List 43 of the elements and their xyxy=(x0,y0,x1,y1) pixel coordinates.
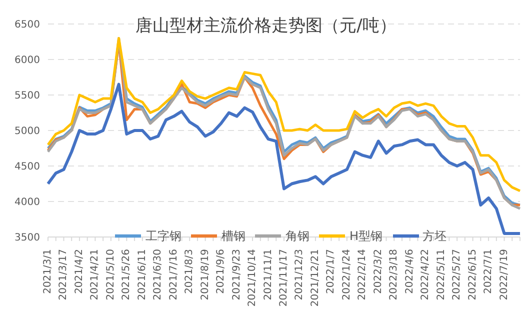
x-tick-label: 2022/3/18 xyxy=(388,249,400,300)
x-tick-label: 2021/11/1 xyxy=(262,249,274,300)
x-tick-label: 2021/5/26 xyxy=(121,249,132,300)
x-tick-label: 2022/4/22 xyxy=(420,249,432,300)
legend-label: 工字钢 xyxy=(145,229,182,244)
x-tick-label: 2021/3/17 xyxy=(58,249,70,300)
legend-label: 角钢 xyxy=(285,229,310,244)
legend-label: 方坯 xyxy=(422,229,447,244)
x-tick-label: 2022/7/19 xyxy=(498,249,510,300)
x-tick-label: 2021/8/3 xyxy=(184,249,196,294)
x-tick-label: 2021/3/1 xyxy=(42,249,54,294)
x-tick-label: 2021/8/19 xyxy=(200,249,211,300)
x-tick-label: 2021/5/10 xyxy=(105,249,116,300)
x-tick-label: 2021/9/6 xyxy=(216,249,227,294)
x-tick-label: 2022/2/14 xyxy=(357,249,368,300)
x-tick-label: 2022/4/6 xyxy=(404,249,416,294)
legend-label: 槽钢 xyxy=(221,229,246,244)
x-tick-label: 2022/5/27 xyxy=(452,249,463,300)
x-tick-label: 2021/12/3 xyxy=(294,249,306,300)
x-tick-label: 2021/12/21 xyxy=(310,249,321,307)
y-tick-label: 3500 xyxy=(14,232,40,244)
y-tick-label: 6500 xyxy=(14,20,40,31)
x-tick-label: 2022/1/7 xyxy=(326,249,337,294)
y-tick-label: 4500 xyxy=(14,162,40,173)
x-tick-label: 2021/6/30 xyxy=(152,249,164,300)
x-tick-label: 2021/6/11 xyxy=(136,249,148,300)
x-tick-label: 2021/4/21 xyxy=(90,249,101,300)
x-tick-label: 2021/11/17 xyxy=(278,249,290,307)
x-tick-label: 2022/6/15 xyxy=(467,249,478,300)
y-tick-label: 5000 xyxy=(14,126,40,138)
x-tick-label: 2021/10/14 xyxy=(247,249,258,307)
x-tick-label: 2021/4/2 xyxy=(74,249,85,294)
x-tick-label: 2022/5/11 xyxy=(436,249,447,300)
legend-label: H型钢 xyxy=(349,229,383,244)
x-tick-label: 2021/9/23 xyxy=(231,249,242,300)
chart-title: 唐山型材主流价格走势图（元/吨） xyxy=(136,16,396,36)
x-tick-label: 2022/3/2 xyxy=(372,249,384,294)
x-tick-label: 2022/1/24 xyxy=(341,249,352,300)
y-tick-label: 6000 xyxy=(14,55,40,66)
y-tick-label: 4000 xyxy=(14,197,40,208)
y-tick-label: 5500 xyxy=(14,90,40,102)
x-tick-label: 2022/7/1 xyxy=(483,249,494,294)
x-tick-label: 2021/7/16 xyxy=(168,249,180,300)
